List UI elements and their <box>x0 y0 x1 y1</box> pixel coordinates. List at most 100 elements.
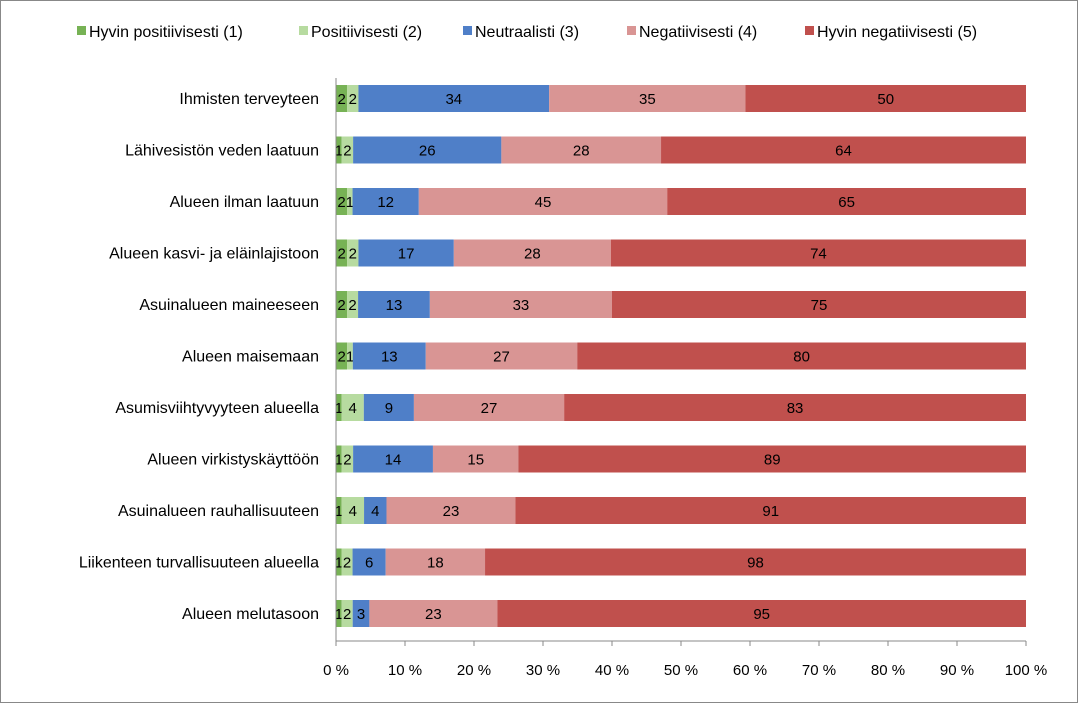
x-tick-label: 70 % <box>802 662 836 679</box>
bar-row: 1 4 4 23 91 <box>335 497 1026 524</box>
bar-segment <box>353 136 502 164</box>
bar-segment <box>564 394 1026 421</box>
bar-segment <box>336 394 342 421</box>
x-tick-label: 60 % <box>733 662 767 679</box>
data-label: 2 <box>337 91 345 108</box>
legend-swatch <box>77 26 86 35</box>
legend-item: Negatiivisesti (4) <box>627 24 757 41</box>
bar-segment <box>352 548 386 576</box>
data-label: 2 <box>349 91 357 108</box>
data-label: 4 <box>371 503 379 520</box>
data-label: 1 <box>346 194 354 211</box>
x-tick-label: 30 % <box>526 662 560 679</box>
bar-segment <box>352 342 426 370</box>
data-label: 74 <box>810 246 827 263</box>
bar-segment <box>336 136 342 164</box>
bar-segment <box>363 394 414 421</box>
category-label: Liikenteen turvallisuuteen alueella <box>79 555 319 572</box>
bar-segment <box>347 342 353 370</box>
x-tick-label: 0 % <box>323 662 349 679</box>
category-labels: Ihmisten terveyteen Lähivesistön veden la… <box>79 91 319 623</box>
bar-segment <box>358 239 454 267</box>
bar-segment <box>453 239 611 267</box>
data-label: 28 <box>524 246 541 263</box>
bar-segment <box>341 548 353 576</box>
bar-segment <box>341 136 354 164</box>
data-label: 64 <box>835 143 852 160</box>
legend-item: Hyvin negatiivisesti (5) <box>805 24 977 41</box>
bar-segment <box>347 85 359 112</box>
data-label: 80 <box>793 349 810 366</box>
bars: 2 2 34 35 501 2 26 28 642 1 12 45 652 2 17 28 742 2 13 33 75… <box>335 85 1026 627</box>
bar-segment <box>515 497 1026 524</box>
bar-segment <box>418 188 668 215</box>
category-label: Alueen ilman laatuun <box>170 194 319 211</box>
bar-segment <box>336 342 348 370</box>
data-label: 23 <box>425 606 442 623</box>
legend-label: Hyvin negatiivisesti (5) <box>817 24 977 41</box>
data-label: 2 <box>349 246 357 263</box>
bar-row: 2 2 34 35 50 <box>336 85 1026 112</box>
bar-segment <box>341 394 364 421</box>
data-label: 13 <box>386 297 403 314</box>
bar-segment <box>413 394 565 421</box>
data-label: 1 <box>335 452 343 469</box>
x-axis: 0 % 10 % 20 % 30 % 40 % 50 % 60 % 70 % 80 % 90 % 1… <box>323 78 1047 679</box>
data-label: 1 <box>335 400 343 417</box>
bar-segment <box>353 445 433 473</box>
bar-segment <box>661 136 1026 164</box>
bar-segment <box>336 239 348 267</box>
data-label: 27 <box>493 349 510 366</box>
data-label: 33 <box>513 297 530 314</box>
bar-row: 2 2 17 28 74 <box>336 239 1026 267</box>
data-label: 65 <box>838 194 855 211</box>
bar-segment <box>432 445 519 473</box>
data-label: 75 <box>811 297 828 314</box>
category-label: Asuinalueen maineeseen <box>139 297 319 314</box>
bar-row: 2 2 13 33 75 <box>336 291 1026 318</box>
category-label: Asuinalueen rauhallisuuteen <box>118 503 319 520</box>
data-label: 83 <box>787 400 804 417</box>
data-label: 2 <box>337 194 345 211</box>
bar-segment <box>518 445 1026 473</box>
bar-row: 2 1 12 45 65 <box>336 188 1026 215</box>
data-label: 15 <box>467 452 484 469</box>
data-label: 1 <box>335 555 343 572</box>
category-label: Lähivesistön veden laatuun <box>125 143 319 160</box>
bar-segment <box>352 600 370 627</box>
bar-segment <box>341 600 353 627</box>
category-label: Alueen kasvi- ja eläinlajistoon <box>109 246 319 263</box>
bar-segment <box>358 291 430 318</box>
x-tick-label: 90 % <box>940 662 974 679</box>
legend-swatch <box>299 26 308 35</box>
bar-segment <box>501 136 662 164</box>
legend-swatch <box>627 26 636 35</box>
category-label: Ihmisten terveyteen <box>179 91 319 108</box>
bar-segment <box>549 85 746 112</box>
data-label: 2 <box>343 143 351 160</box>
bar-segment <box>336 548 342 576</box>
data-label: 2 <box>343 452 351 469</box>
bar-segment <box>347 188 353 215</box>
data-label: 1 <box>346 349 354 366</box>
data-label: 45 <box>535 194 552 211</box>
data-label: 27 <box>481 400 498 417</box>
bar-segment <box>347 291 359 318</box>
bar-segment <box>577 342 1026 370</box>
bar-row: 1 2 3 23 95 <box>335 600 1026 627</box>
category-label: Alueen melutasoon <box>182 606 319 623</box>
legend-item: Hyvin positiivisesti (1) <box>77 24 243 41</box>
data-label: 6 <box>365 555 373 572</box>
data-label: 1 <box>335 503 343 520</box>
legend-swatch <box>463 26 472 35</box>
bar-segment <box>358 85 550 112</box>
data-label: 9 <box>385 400 393 417</box>
data-label: 12 <box>377 194 394 211</box>
bar-segment <box>336 188 348 215</box>
legend-label: Negatiivisesti (4) <box>639 24 757 41</box>
x-tick-label: 50 % <box>664 662 698 679</box>
bar-row: 1 2 14 15 89 <box>335 445 1026 473</box>
bar-row: 1 4 9 27 83 <box>335 394 1026 421</box>
